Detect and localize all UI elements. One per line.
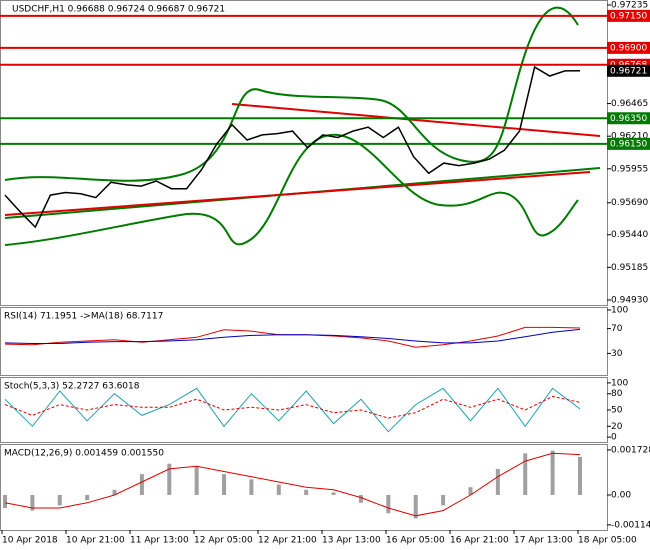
macd-bar — [57, 494, 62, 506]
macd-bar — [523, 453, 528, 495]
macd-bar — [139, 474, 144, 495]
macd-panel — [0, 444, 608, 531]
y-tick-label: 0.94930 — [611, 296, 648, 306]
level-box — [607, 137, 650, 150]
x-tick-label: 12 Apr 05:00 — [194, 536, 253, 546]
bollinger-upper — [4, 6, 579, 182]
stoch-title: Stoch(5,3,3) 52.2727 63.6018 — [4, 382, 140, 392]
trend-line — [231, 103, 601, 137]
level-label: 0.97150 — [610, 11, 647, 21]
macd-bar — [441, 494, 446, 506]
x-tick-label: 16 Apr 05:00 — [386, 536, 445, 546]
series-line — [4, 65, 581, 229]
macd-bar — [331, 492, 336, 495]
macd-bar — [276, 484, 281, 495]
rsi-panel — [0, 307, 608, 376]
level-label: 0.96350 — [610, 114, 647, 124]
macd-bar — [468, 487, 473, 495]
y-tick-label: 100 — [611, 378, 628, 388]
x-tick-label: 10 Apr 2018 — [2, 536, 58, 546]
macd-bar — [386, 494, 391, 514]
price-label: 0.96721 — [610, 66, 647, 76]
series-line — [4, 395, 581, 419]
x-tick-label: 12 Apr 21:00 — [258, 536, 317, 546]
macd-bar — [578, 456, 582, 495]
macd-bar — [30, 494, 35, 511]
macd-bar — [304, 489, 309, 495]
macd-title: MACD(12,26,9) 0.001459 0.001550 — [4, 449, 164, 459]
y-tick-label: 0.001728 — [611, 445, 650, 455]
bollinger-lower — [4, 133, 579, 246]
y-tick-label: 0.96210 — [611, 132, 648, 142]
y-tick-label: 20 — [611, 422, 623, 432]
macd-bar — [222, 474, 227, 495]
macd-bar — [495, 468, 500, 495]
y-tick-label: 0.95440 — [611, 230, 648, 240]
y-tick-label: -0.001146 — [611, 520, 650, 530]
macd-bar — [85, 494, 90, 501]
series-line — [4, 328, 581, 344]
y-tick-label: 0.96465 — [611, 99, 648, 109]
y-tick-label: 0.95690 — [611, 198, 648, 208]
x-tick-label: 17 Apr 13:00 — [514, 536, 573, 546]
y-tick-label: 30 — [611, 349, 623, 359]
level-box — [607, 9, 650, 22]
series-line — [4, 387, 581, 433]
x-tick-label: 13 Apr 13:00 — [322, 536, 381, 546]
level-box — [607, 41, 650, 54]
y-tick-label: 0.00 — [611, 490, 631, 500]
y-tick-label: 0.95955 — [611, 164, 648, 174]
macd-bar — [194, 466, 199, 495]
rsi-title: RSI(14) 71.1951 ->MA(18) 68.7117 — [4, 312, 163, 322]
series-line — [4, 326, 581, 348]
macd-bar — [550, 450, 555, 495]
y-tick-label: 100 — [611, 306, 628, 316]
y-tick-label: 70 — [611, 324, 623, 334]
x-tick-label: 16 Apr 21:00 — [450, 536, 509, 546]
y-tick-label: 0.97235 — [611, 0, 648, 10]
y-tick-label: 50 — [611, 406, 623, 416]
macd-bar — [413, 494, 418, 519]
x-tick-label: 10 Apr 21:00 — [66, 536, 125, 546]
macd-bar — [167, 463, 172, 495]
level-label: 0.96150 — [610, 139, 647, 149]
price-box — [607, 64, 650, 77]
macd-bar — [249, 479, 254, 495]
y-tick-label: 0 — [611, 433, 617, 443]
trend-line — [4, 171, 591, 216]
x-tick-label: 18 Apr 05:00 — [578, 536, 637, 546]
series-line — [4, 452, 581, 517]
y-tick-label: 80 — [611, 389, 623, 399]
macd-bar — [358, 494, 363, 503]
x-tick-label: 11 Apr 13:00 — [130, 536, 189, 546]
level-box — [607, 112, 650, 125]
macd-bar — [112, 489, 117, 495]
y-tick-label: 0.95185 — [611, 263, 648, 273]
macd-bar — [3, 494, 7, 509]
main-panel — [0, 0, 608, 306]
main-title: USDCHF,H1 0.96688 0.96724 0.96687 0.9672… — [12, 5, 225, 15]
level-label: 0.96900 — [610, 43, 647, 53]
